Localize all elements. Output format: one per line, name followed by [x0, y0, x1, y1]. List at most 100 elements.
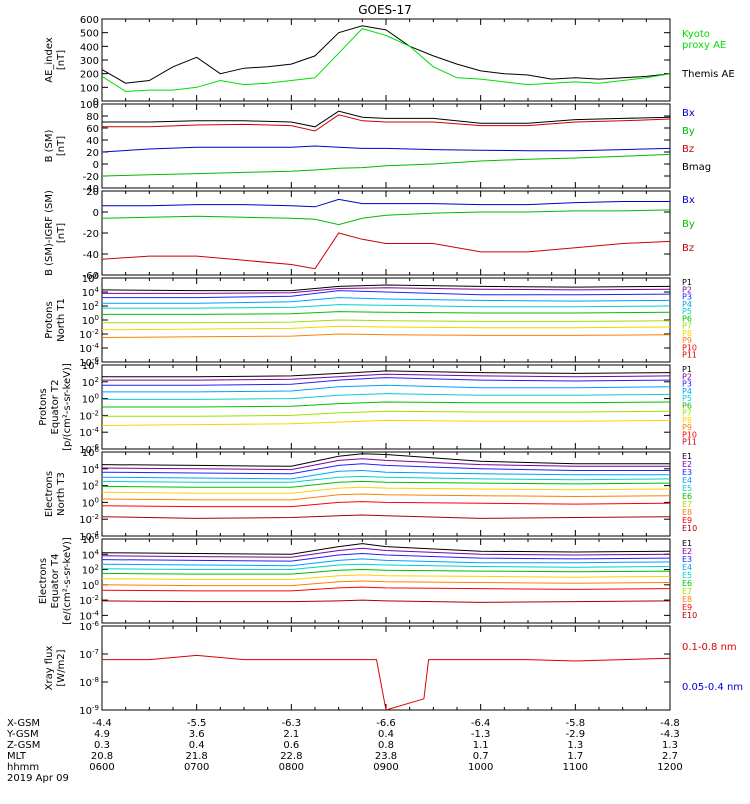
xaxis-value: 1200	[657, 762, 682, 773]
y-axis-label: Equator T2	[50, 380, 61, 435]
xaxis-value: 0.7	[473, 751, 489, 762]
y-tick-label: 10-8	[79, 676, 99, 689]
y-tick-label: 102	[82, 376, 99, 389]
panel-b_igrf: -60 -40 -20 0 20 B (SM)-IGRF (SM) [nT] Bx By Bz	[44, 187, 695, 282]
legend-label: E8	[682, 508, 692, 517]
series-line-p6	[102, 311, 670, 315]
y-tick-label: 20	[86, 148, 99, 159]
legend-label: P8	[682, 329, 692, 338]
xaxis-value: -4.3	[660, 729, 680, 740]
legend-label: E6	[682, 492, 692, 501]
y-tick-label: 102	[82, 300, 99, 313]
legend-label: E10	[682, 611, 697, 620]
y-tick-label: 104	[82, 548, 100, 561]
xaxis-value: -4.4	[92, 718, 112, 729]
legend-label: E4	[682, 476, 692, 485]
legend-label: proxy AE	[682, 40, 726, 51]
y-tick-label: 10-6	[79, 620, 99, 633]
y-tick-label: 10-4	[79, 342, 99, 355]
xaxis-value: 1.3	[662, 740, 678, 751]
legend-label: P3	[682, 293, 692, 302]
plot-title: GOES-17	[358, 3, 412, 17]
xaxis-value: 0.6	[283, 740, 299, 751]
legend-label: E5	[682, 484, 692, 493]
series-line-p3	[102, 377, 670, 386]
xaxis-value: 0600	[89, 762, 114, 773]
xaxis-value: -6.6	[376, 718, 396, 729]
y-tick-label: 10-4	[79, 426, 99, 439]
y-tick-label: 10-6	[79, 443, 99, 456]
series-line-e7	[102, 574, 670, 580]
series-line-p5	[102, 393, 670, 400]
y-tick-label: 200	[80, 70, 99, 81]
series-line-e5	[102, 563, 670, 570]
plot-date: 2019 Apr 09	[7, 773, 69, 784]
legend-label: P1	[682, 278, 692, 287]
y-tick-label: 60	[86, 124, 99, 135]
series-line-e7	[102, 486, 670, 494]
legend-label: E5	[682, 571, 692, 580]
y-axis-label: Protons	[44, 301, 55, 338]
series-line-p1	[102, 284, 670, 292]
y-tick-label: 10-4	[79, 609, 99, 622]
legend-label: 0.1-0.8 nm	[682, 642, 737, 653]
xaxis-value: 1.3	[567, 740, 583, 751]
legend-label: P2	[682, 372, 692, 381]
series-line-p1	[102, 370, 670, 378]
y-tick-label: 100	[82, 314, 99, 327]
y-tick-label: 10-6	[79, 356, 99, 369]
legend-label: P7	[682, 409, 692, 418]
series-line-bz	[102, 232, 670, 270]
y-tick-label: 106	[82, 272, 100, 285]
y-tick-label: 0	[93, 97, 99, 108]
y-tick-label: 100	[82, 579, 99, 592]
y-tick-label: 106	[82, 446, 100, 459]
xaxis-row-label: hhmm	[7, 762, 39, 773]
series-line-e8	[102, 580, 670, 587]
legend-label: E2	[682, 547, 692, 556]
panel-electrons_t4: 106 104 102 100 10-2 10-4 Electrons Equator T4[…	[38, 533, 697, 625]
series-line-e6	[102, 568, 670, 575]
y-tick-label: 104	[82, 286, 100, 299]
legend-label: P6	[682, 401, 692, 410]
y-tick-label: 20	[86, 187, 99, 198]
y-tick-label: 80	[86, 112, 99, 123]
legend-label: P1	[682, 365, 692, 374]
y-tick-label: 100	[80, 100, 99, 111]
xaxis-value: -6.4	[471, 718, 491, 729]
legend-label: Bz	[682, 144, 694, 155]
legend-label: E1	[682, 539, 692, 548]
xaxis-value: 1.1	[473, 740, 489, 751]
series-line-e8	[102, 493, 670, 501]
legend-label: E9	[682, 603, 692, 612]
series-line-e1	[102, 543, 670, 555]
legend-label: P8	[682, 416, 692, 425]
y-axis-label: Protons	[38, 388, 49, 425]
xaxis-value: -5.8	[566, 718, 586, 729]
series-line-e3	[102, 552, 670, 562]
legend-label: P10	[682, 343, 697, 352]
legend-label: P4	[682, 387, 692, 396]
series-line-p7	[102, 319, 670, 324]
series-line-e2	[102, 458, 670, 471]
y-tick-label: 0	[93, 160, 99, 171]
y-tick-label: -40	[83, 184, 99, 195]
xaxis-value: -4.8	[660, 718, 680, 729]
y-tick-label: 10-2	[79, 409, 99, 422]
xaxis-value: 2.1	[283, 729, 299, 740]
series-line-e10	[102, 599, 670, 603]
legend-label: P9	[682, 423, 692, 432]
legend-label: By	[682, 126, 695, 137]
series-line-p6	[102, 401, 670, 408]
legend-label: P11	[682, 351, 697, 360]
y-tick-label: 10-2	[79, 594, 99, 607]
y-axis-label: [nT]	[56, 136, 67, 156]
xaxis-value: 0800	[279, 762, 304, 773]
y-tick-label: 0	[93, 208, 99, 219]
y-axis-label: [nT]	[56, 50, 67, 70]
xaxis-value: -5.5	[187, 718, 207, 729]
legend-label: E8	[682, 595, 692, 604]
